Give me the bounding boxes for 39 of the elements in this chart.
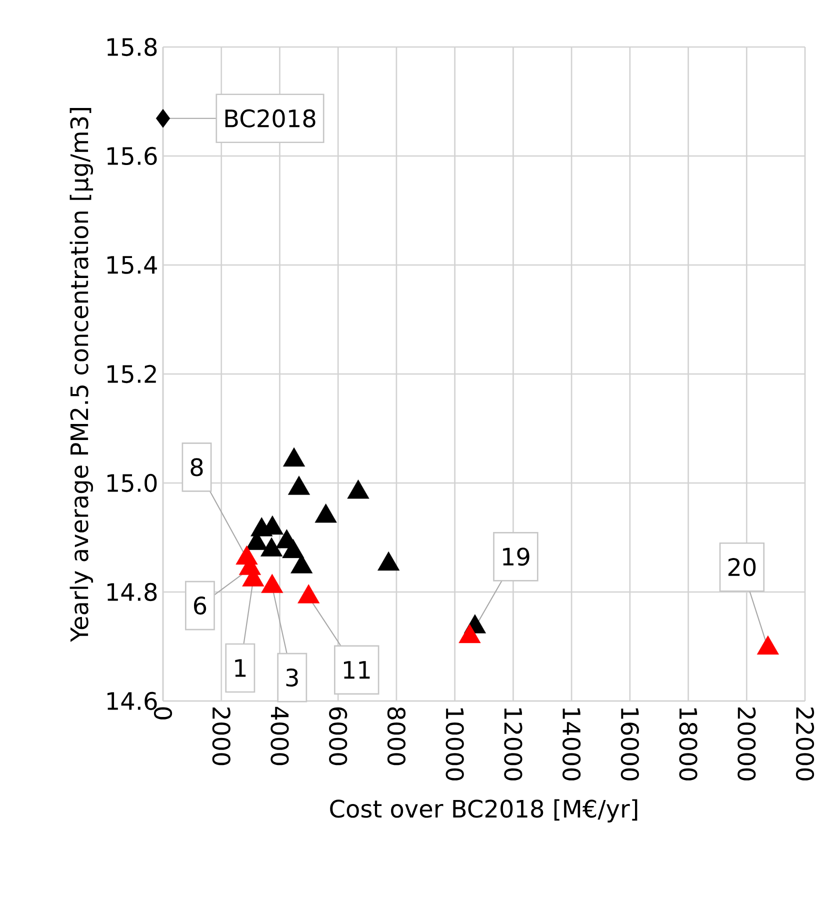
- annotation: 19: [503, 548, 530, 566]
- annotation: 3: [286, 668, 298, 687]
- y-tick-label: 15.0: [107, 474, 157, 492]
- x-tick-label: 6000: [329, 707, 348, 766]
- x-tick-label: 12000: [504, 708, 522, 780]
- point: [260, 537, 283, 556]
- y-tick-label: 15.2: [107, 364, 156, 384]
- point: [298, 584, 320, 604]
- x-tick-label: 16000: [620, 708, 639, 780]
- annotation: BC2018: [225, 109, 316, 128]
- annotation: 1: [235, 659, 246, 677]
- point: [282, 447, 306, 467]
- x-tick-label: 4000: [270, 706, 289, 766]
- y-tick-label: 15.8: [107, 38, 157, 56]
- x-tick-label: 8000: [387, 707, 406, 766]
- x-tick-label: 18000: [679, 708, 698, 780]
- point: [261, 574, 284, 593]
- point: [378, 551, 400, 571]
- annotation: 8: [190, 458, 203, 476]
- y-tick-label: 15.4: [107, 256, 157, 274]
- y-axis-title: Yearly average PM2.5 concentration [µg/m3]: [70, 108, 94, 642]
- x-tick-label: 14000: [562, 708, 581, 780]
- x-tick-label: 10000: [446, 708, 464, 780]
- point: [314, 503, 337, 523]
- y-tick-label: 14.8: [107, 582, 157, 602]
- point: [290, 554, 313, 574]
- annotation: 6: [194, 596, 206, 615]
- point: [756, 635, 779, 655]
- annotation: 11: [344, 661, 370, 679]
- point: [458, 624, 481, 644]
- y-tick-label: 15.6: [107, 146, 157, 166]
- x-tick-label: 22000: [796, 707, 814, 780]
- annotation: 20: [728, 558, 756, 576]
- point: [347, 480, 370, 499]
- x-tick-label: 20000: [738, 707, 756, 780]
- x-axis-title: Cost over BC2018 [M€/yr]: [330, 799, 638, 822]
- x-tick-label: 2000: [212, 707, 230, 766]
- point: [282, 538, 304, 558]
- point: [288, 476, 310, 495]
